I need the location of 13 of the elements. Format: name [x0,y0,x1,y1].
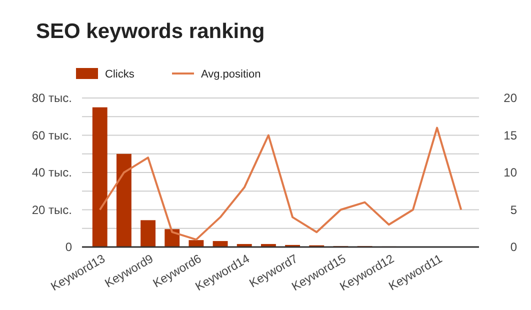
y-tick-label: 0 [65,240,72,254]
legend-label: Clicks [105,68,135,80]
y-tick-label: 80 тыс. [32,91,72,105]
y2-tick-label: 10 [504,166,518,180]
y-tick-label: 40 тыс. [32,166,72,180]
y2-tick-label: 20 [504,91,518,105]
legend-label: Avg.position [201,68,261,80]
chart-title: SEO keywords ranking [36,20,265,43]
y2-tick-label: 5 [510,202,518,217]
y2-tick-label: 0 [510,240,518,254]
y2-tick-label: 15 [504,128,518,142]
y-tick-label: 20 тыс. [32,202,72,217]
y-tick-label: 60 тыс. [32,128,72,142]
